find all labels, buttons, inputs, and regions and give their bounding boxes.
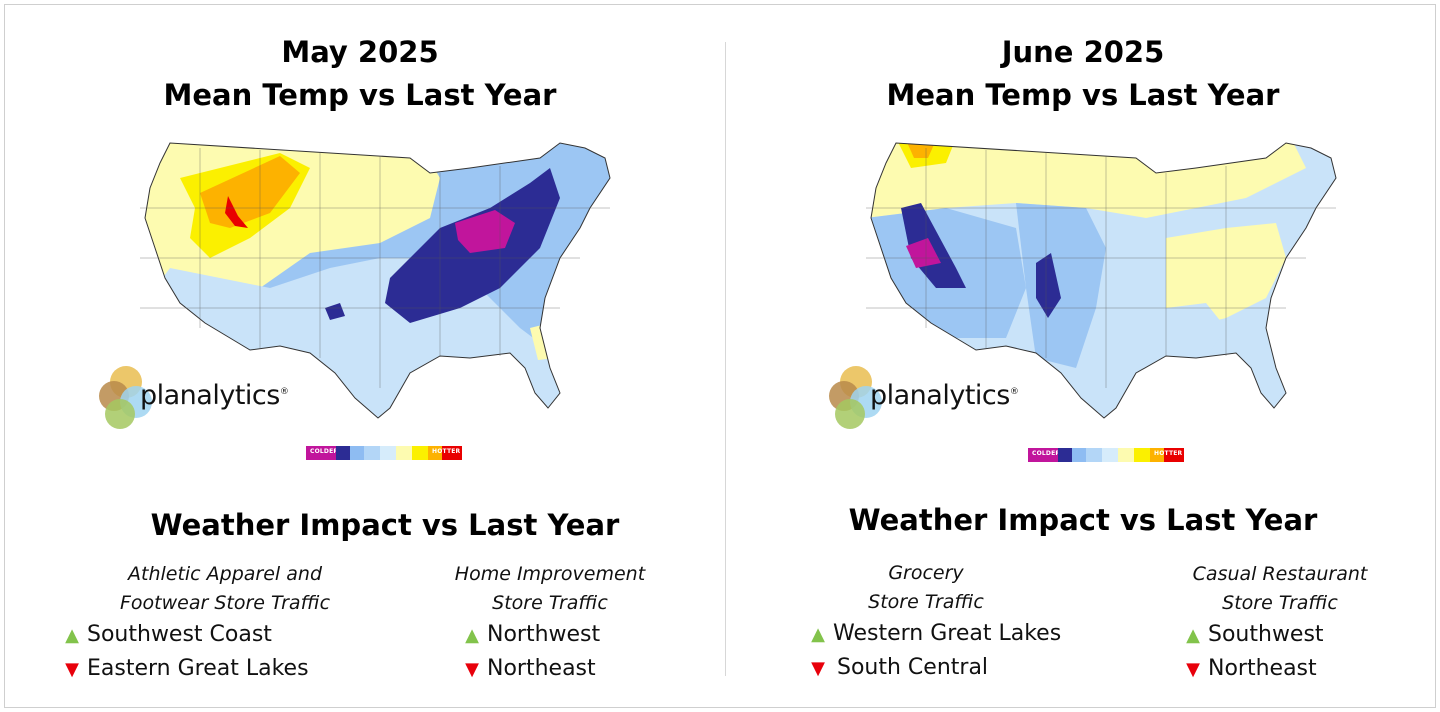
may-planalytics-logo: planalytics® [98,364,298,434]
triangle-up-icon: ▲ [1186,625,1200,646]
may-athletic-column: Athletic Apparel and Footwear Store Traf… [60,560,390,686]
june-casual-restaurant-up-item: ▲ Southwest [1170,618,1400,652]
june-grocery-category: Grocery Store Traffic [868,562,984,613]
may-athletic-down-item: ▼ Eastern Great Lakes [60,652,390,686]
may-temperature-map [140,142,611,419]
legend-swatch-warm [412,446,428,460]
legend-swatch-slightly-cool [364,446,380,460]
june-planalytics-logo: planalytics® [828,364,1028,434]
may-impact-title: Weather Impact vs Last Year [150,508,620,542]
planalytics-circles-icon [99,366,152,429]
legend-swatch-much-colder: COLDER [1028,448,1061,462]
june-title-subtitle: Mean Temp vs Last Year [886,78,1280,112]
may-title: May 2025 Mean Temp vs Last Year [0,31,720,117]
may-logo-wordmark: planalytics® [140,380,289,411]
figure-frame [4,4,1436,708]
may-home-improvement-down-item: ▼ Northeast [440,652,670,686]
legend-swatch-hottest: HOTTER [432,446,462,460]
june-impact-title: Weather Impact vs Last Year [848,503,1318,537]
may-athletic-up-item: ▲ Southwest Coast [60,618,390,652]
triangle-down-icon: ▼ [811,658,825,679]
legend-swatch-warmer [1150,448,1164,462]
legend-hotter-label: HOTTER [1154,450,1183,457]
legend-swatch-hottest: HOTTER [1154,448,1184,462]
legend-swatch-colder [1058,448,1072,462]
triangle-up-icon: ▲ [465,625,479,646]
legend-colder-label: COLDER [310,448,339,455]
june-casual-restaurant-column: Casual Restaurant Store Traffic ▲ Southwe… [1170,560,1400,686]
june-casual-restaurant-down-item: ▼ Northeast [1170,652,1400,686]
legend-swatch-slightly-warm [1118,448,1134,462]
june-temperature-legend: COLDER HOTTER [1028,448,1184,462]
june-grocery-up-item: ▲ Western Great Lakes [806,617,1096,651]
may-panel: May 2025 Mean Temp vs Last Year [0,31,720,686]
legend-swatch-warmer [428,446,442,460]
panel-divider [725,42,726,676]
may-title-month: May 2025 [281,35,439,69]
june-panel: June 2025 Mean Temp vs Last Year [726,0,1440,712]
may-home-improvement-up-item: ▲ Northwest [440,618,670,652]
june-title: June 2025 Mean Temp vs Last Year [726,31,1440,117]
triangle-up-icon: ▲ [811,624,825,645]
legend-colder-label: COLDER [1032,450,1061,457]
june-title-month: June 2025 [1001,35,1165,69]
legend-swatch-slightly-warm [396,446,412,460]
june-casual-restaurant-category: Casual Restaurant Store Traffic [1192,563,1368,614]
triangle-down-icon: ▼ [65,659,79,680]
triangle-up-icon: ▲ [65,625,79,646]
triangle-down-icon: ▼ [465,659,479,680]
legend-swatch-cool [350,446,364,460]
legend-swatch-much-colder: COLDER [306,446,339,460]
may-athletic-category: Athletic Apparel and Footwear Store Traf… [119,563,331,614]
may-temperature-legend: COLDER HOTTER [306,446,462,460]
may-home-improvement-category: Home Improvement Store Traffic [454,563,646,614]
legend-swatch-near-normal [1102,448,1118,462]
may-home-improvement-column: Home Improvement Store Traffic ▲ Northwes… [440,560,670,686]
legend-swatch-cool [1072,448,1086,462]
legend-swatch-near-normal [380,446,396,460]
legend-swatch-warm [1134,448,1150,462]
may-title-subtitle: Mean Temp vs Last Year [163,78,557,112]
legend-swatch-colder [336,446,350,460]
legend-swatch-slightly-cool [1086,448,1102,462]
june-grocery-column: Grocery Store Traffic ▲ Western Great Lak… [806,559,1096,685]
june-logo-wordmark: planalytics® [870,380,1019,411]
triangle-down-icon: ▼ [1186,659,1200,680]
planalytics-circles-icon [829,366,882,429]
june-grocery-down-item: ▼ South Central [806,651,1096,685]
legend-hotter-label: HOTTER [432,448,461,455]
june-temperature-map [866,142,1337,419]
